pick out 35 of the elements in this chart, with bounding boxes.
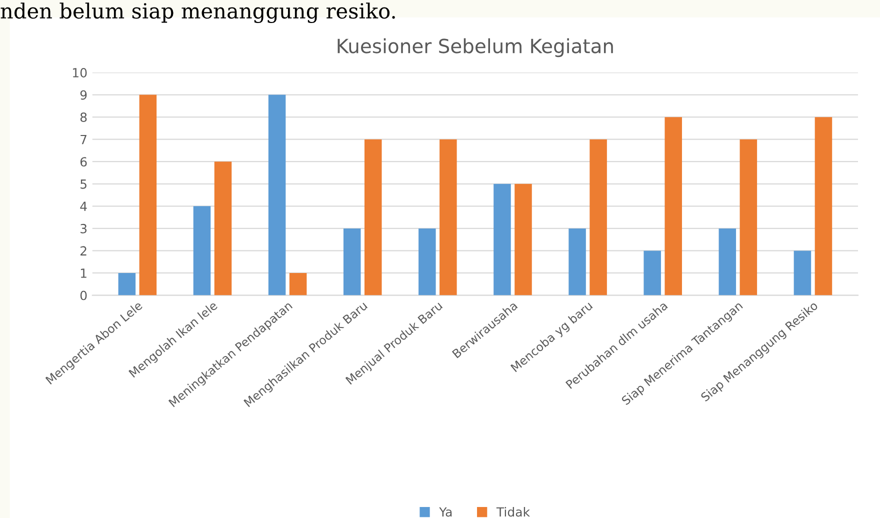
bar: [814, 117, 832, 296]
y-tick-label: 9: [80, 90, 87, 100]
y-tick-label: 2: [80, 246, 86, 256]
legend-label: Ya: [439, 507, 452, 517]
y-tick-label: 1: [80, 268, 86, 278]
bar: [514, 184, 532, 296]
y-tick-label: 10: [73, 68, 87, 78]
y-tick-label: 0: [80, 290, 87, 300]
y-tick-label: 4: [80, 202, 87, 211]
bar: [568, 228, 586, 296]
legend-label: Tidak: [496, 506, 530, 517]
bar: [590, 139, 607, 296]
y-tick-label: 5: [80, 180, 86, 189]
bar: [644, 250, 661, 296]
y-tick-label: 8: [80, 112, 87, 122]
chart-title: Kuesioner Sebelum Kegiatan: [338, 38, 613, 58]
bar: [118, 272, 136, 296]
bar: [268, 94, 286, 296]
y-tick-label: 3: [80, 224, 87, 234]
bar: [718, 228, 736, 296]
bar: [418, 228, 436, 296]
y-tick-label: 6: [80, 157, 87, 167]
bar: [440, 139, 457, 296]
bar: [214, 162, 232, 296]
bar: [289, 272, 307, 296]
bar: [794, 250, 812, 296]
y-tick-label: 7: [80, 134, 86, 144]
bar: [193, 206, 211, 296]
bar: [664, 117, 682, 296]
bar: [343, 228, 361, 296]
bar: [139, 94, 157, 296]
text: nden belum siap menanggung resiko.: [0, 2, 395, 24]
bar: [364, 139, 382, 296]
bar: [740, 139, 758, 296]
bar: [494, 184, 511, 296]
